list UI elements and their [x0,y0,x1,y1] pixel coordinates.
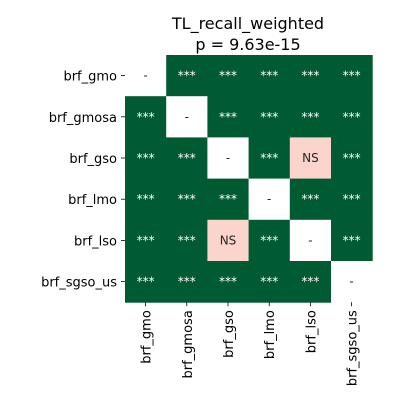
heatmap-cell-label: - [143,69,147,83]
y-tick-label: brf_lmo [68,193,117,208]
heatmap-cell-label: - [267,192,271,206]
heatmap-cell [125,261,167,303]
heatmap-cell-label: *** [219,69,237,83]
heatmap-cell-label: *** [343,233,361,247]
chart-title: TL_recall_weighted [171,14,324,34]
heatmap-cell-label: *** [260,151,278,165]
heatmap-cell [125,219,167,262]
heatmap-cell-label: *** [178,275,196,289]
heatmap-cell [331,219,373,262]
heatmap-cell-label: *** [178,233,196,247]
heatmap-cell-label: *** [301,110,319,124]
heatmap-cell-label: - [226,151,230,165]
heatmap-cell [166,96,208,138]
heatmap-cell [289,219,332,262]
chart-subtitle: p = 9.63e-15 [195,35,300,54]
heatmap-cell [166,178,208,221]
heatmap-cell-label: NS [220,233,237,247]
heatmap-cell-label: *** [137,110,155,124]
heatmap-cell-label: *** [219,192,237,206]
y-tick-label: brf_gso [69,152,117,167]
heatmap-cell [248,96,291,138]
heatmap-cell-label: *** [260,275,278,289]
heatmap-cell [248,219,291,262]
heatmap-cell [125,96,167,138]
heatmap-cell [207,55,250,97]
heatmap-cell [248,55,291,97]
y-tick-label: brf_gmo [63,70,117,85]
heatmap-cell [207,261,250,303]
heatmap-cell [166,261,208,303]
heatmap-cell-label: *** [178,192,196,206]
heatmap-cell [207,96,250,138]
heatmap-cell [331,178,373,221]
y-tick-label: brf_lso [74,234,117,249]
heatmap-cell [207,219,250,262]
heatmap-cell [125,137,167,180]
heatmap-cell-label: *** [301,192,319,206]
y-tick-label: brf_gmosa [49,111,117,126]
heatmap-cell-label: - [349,275,353,289]
heatmap-cell [248,137,291,180]
heatmap-cell-label: *** [137,233,155,247]
heatmap-cell [166,219,208,262]
heatmap-cell-label: *** [260,69,278,83]
heatmap-cell [331,137,373,180]
heatmap-cell [289,261,332,303]
heatmap-cell [289,137,332,180]
heatmap-cell-label: *** [219,110,237,124]
heatmap-cell-label: - [185,110,189,124]
heatmap-cell-label: - [308,233,312,247]
heatmap-cell-label: *** [178,151,196,165]
heatmap-cell [248,261,291,303]
x-tick-label: brf_sgso_us [346,310,361,386]
y-tick-label: brf_sgso_us [41,276,117,291]
heatmap-cell [207,178,250,221]
heatmap-cell-label: *** [260,110,278,124]
heatmap-cell-label: *** [343,151,361,165]
heatmap-cell [289,96,332,138]
heatmap-cell-label: *** [301,275,319,289]
heatmap-cell [166,137,208,180]
x-tick-label: brf_gmo [140,310,155,364]
heatmap-cell [331,55,373,97]
heatmap-cell [289,178,332,221]
x-tick-label: brf_lmo [263,310,278,359]
x-tick-label: brf_gso [222,310,237,358]
heatmap-cell-label: NS [302,151,319,165]
heatmap-cell-label: *** [219,275,237,289]
heatmap-cell [125,55,167,97]
heatmap-cell-label: *** [343,192,361,206]
heatmap-cell-label: *** [343,69,361,83]
heatmap-plot-area: - *** *** *** *** *** *** - *** *** *** *** *** *** - *… [41,55,373,386]
heatmap-cell [166,55,208,97]
x-tick-label: brf_gmosa [181,310,196,378]
heatmap-cell [125,178,167,221]
heatmap-cell [207,137,250,180]
heatmap-cell-label: *** [260,233,278,247]
heatmap-cell [331,96,373,138]
heatmap-cell [289,55,332,97]
heatmap-cell-label: *** [343,110,361,124]
x-tick-label: brf_lso [304,310,319,353]
heatmap-cell [331,261,373,303]
heatmap-cell-label: *** [137,275,155,289]
heatmap-cell-label: *** [301,69,319,83]
heatmap-cell-label: *** [137,192,155,206]
heatmap-cell [248,178,291,221]
heatmap-cell-label: *** [178,69,196,83]
heatmap-cell-label: *** [137,151,155,165]
